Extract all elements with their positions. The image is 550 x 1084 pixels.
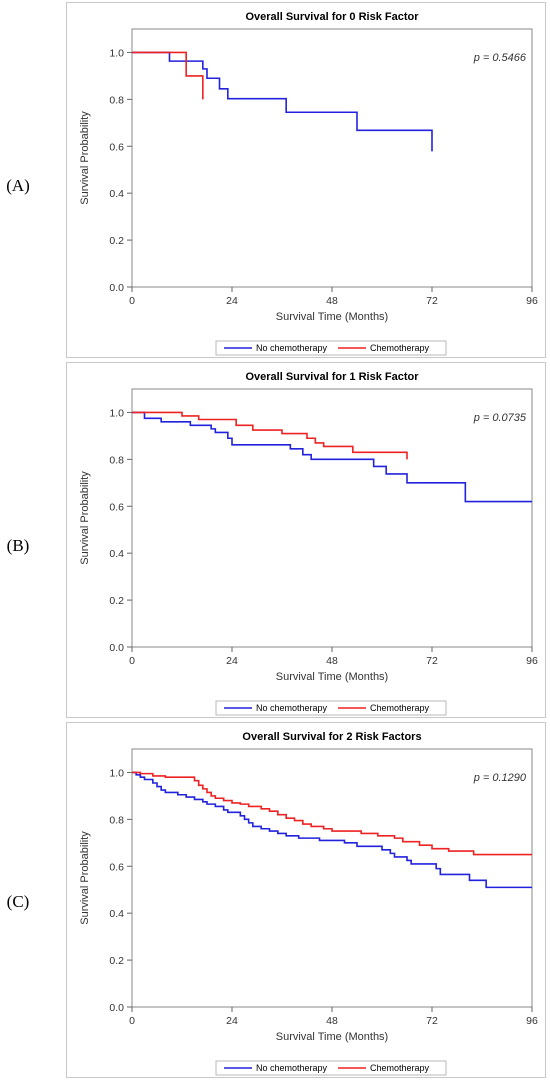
legend-label-no-chemotherapy: No chemotherapy bbox=[256, 343, 328, 353]
survival-line-chemotherapy bbox=[132, 51, 204, 100]
chart-frame bbox=[66, 2, 546, 358]
x-tick-label: 0 bbox=[129, 1015, 135, 1027]
legend-label-chemotherapy: Chemotherapy bbox=[370, 343, 430, 353]
x-tick-label: 96 bbox=[526, 655, 538, 667]
y-tick-label: 1.0 bbox=[109, 407, 124, 419]
y-axis-label: Survival Probability bbox=[79, 111, 91, 205]
chart-title: Overall Survival for 0 Risk Factor bbox=[245, 11, 419, 23]
x-tick-label: 72 bbox=[426, 295, 438, 307]
legend-box bbox=[215, 1060, 447, 1076]
x-tick-label: 48 bbox=[326, 1015, 338, 1027]
chart-title: Overall Survival for 2 Risk Factors bbox=[242, 731, 421, 743]
p-value: p = 0.5466 bbox=[473, 52, 527, 64]
y-tick-label: 1.0 bbox=[109, 47, 124, 59]
x-tick-label: 24 bbox=[226, 655, 238, 667]
survival-line-no-chemotherapy bbox=[132, 771, 532, 889]
p-value: p = 0.1290 bbox=[473, 772, 527, 784]
panel-label-a: (A) bbox=[6, 176, 30, 195]
x-tick-label: 72 bbox=[426, 655, 438, 667]
chart-title: Overall Survival for 1 Risk Factor bbox=[245, 371, 419, 383]
x-tick-label: 96 bbox=[526, 1015, 538, 1027]
survival-chart-1-risk-factor: Overall Survival for 1 Risk Factor 0.0 0.2… bbox=[66, 362, 546, 718]
x-tick-label: 48 bbox=[326, 295, 338, 307]
legend-label-chemotherapy: Chemotherapy bbox=[370, 1063, 430, 1073]
y-tick-label: 0.6 bbox=[109, 141, 124, 153]
y-tick-label: 0.0 bbox=[109, 642, 124, 654]
p-value: p = 0.0735 bbox=[473, 412, 527, 424]
x-tick-label: 0 bbox=[129, 655, 135, 667]
survival-chart-0-risk-factor: Overall Survival for 0 Risk Factor 0.0 0.2… bbox=[66, 2, 546, 358]
x-tick-label: 48 bbox=[326, 655, 338, 667]
survival-line-no-chemotherapy bbox=[132, 411, 532, 503]
survival-chart-2-risk-factors: Overall Survival for 2 Risk Factors 0.0 0.… bbox=[66, 722, 546, 1078]
legend-label-chemotherapy: Chemotherapy bbox=[370, 703, 430, 713]
y-tick-label: 0.8 bbox=[109, 814, 124, 826]
y-tick-label: 0.6 bbox=[109, 501, 124, 513]
y-tick-label: 0.6 bbox=[109, 861, 124, 873]
x-tick-label: 96 bbox=[526, 295, 538, 307]
x-axis-label: Survival Time (Months) bbox=[276, 311, 388, 323]
panel-label-c: (C) bbox=[6, 892, 30, 911]
y-axis-label: Survival Probability bbox=[79, 831, 91, 925]
survival-line-no-chemotherapy bbox=[132, 51, 433, 152]
x-tick-label: 0 bbox=[129, 295, 135, 307]
legend-box bbox=[215, 340, 447, 356]
y-tick-label: 0.4 bbox=[109, 908, 124, 920]
chart-frame bbox=[66, 722, 546, 1078]
survival-line-chemotherapy bbox=[132, 771, 532, 856]
x-tick-label: 24 bbox=[226, 295, 238, 307]
y-tick-label: 0.4 bbox=[109, 548, 124, 560]
y-tick-label: 0.2 bbox=[109, 235, 124, 247]
x-tick-label: 24 bbox=[226, 1015, 238, 1027]
legend-box bbox=[215, 700, 447, 716]
y-tick-label: 0.8 bbox=[109, 94, 124, 106]
y-tick-label: 0.0 bbox=[109, 282, 124, 294]
x-tick-label: 72 bbox=[426, 1015, 438, 1027]
survival-line-chemotherapy bbox=[132, 411, 408, 460]
y-axis-label: Survival Probability bbox=[79, 471, 91, 565]
panel-label-b: (B) bbox=[6, 536, 30, 555]
x-axis-label: Survival Time (Months) bbox=[276, 671, 388, 683]
y-tick-label: 1.0 bbox=[109, 767, 124, 779]
y-tick-label: 0.2 bbox=[109, 595, 124, 607]
legend-label-no-chemotherapy: No chemotherapy bbox=[256, 1063, 328, 1073]
chart-frame bbox=[66, 362, 546, 718]
y-tick-label: 0.4 bbox=[109, 188, 124, 200]
y-tick-label: 0.8 bbox=[109, 454, 124, 466]
legend-label-no-chemotherapy: No chemotherapy bbox=[256, 703, 328, 713]
x-axis-label: Survival Time (Months) bbox=[276, 1031, 388, 1043]
y-tick-label: 0.0 bbox=[109, 1002, 124, 1014]
y-tick-label: 0.2 bbox=[109, 955, 124, 967]
